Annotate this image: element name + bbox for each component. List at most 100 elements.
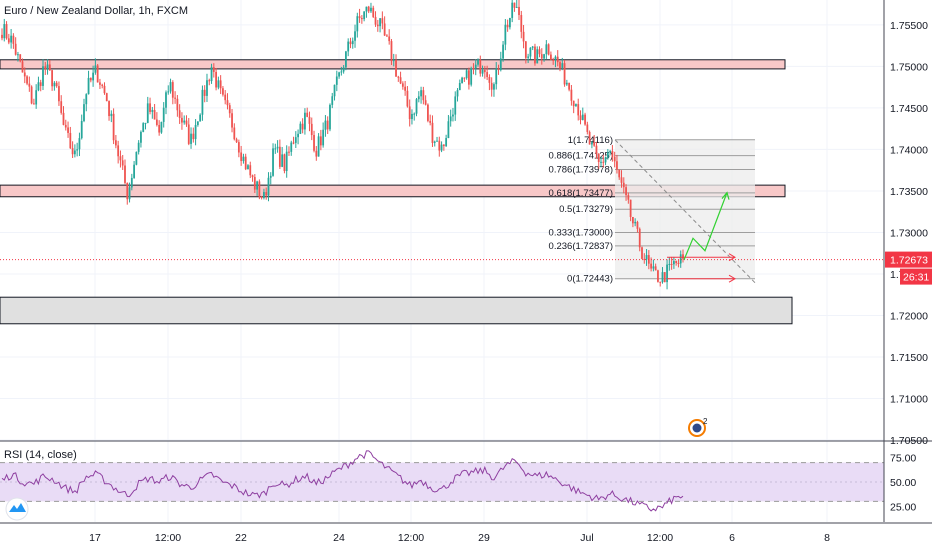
candle-body bbox=[565, 82, 568, 85]
candle-body bbox=[349, 41, 352, 45]
candle-body bbox=[367, 6, 370, 12]
candle-body bbox=[222, 88, 224, 95]
candle-body bbox=[171, 82, 174, 98]
price-tick-label: 1.73000 bbox=[890, 227, 928, 239]
candle-body bbox=[89, 77, 92, 81]
candle-body bbox=[488, 76, 491, 83]
candle-body bbox=[140, 131, 142, 143]
candle-body bbox=[581, 114, 584, 120]
candle-body bbox=[155, 119, 158, 125]
fib-trend-line bbox=[614, 139, 756, 284]
candle-body bbox=[306, 112, 309, 117]
projection-path bbox=[683, 192, 728, 261]
candle-body bbox=[486, 72, 489, 77]
candle-body bbox=[146, 103, 149, 123]
candle-body bbox=[549, 54, 552, 60]
rsi-pane[interactable] bbox=[0, 450, 884, 512]
candle-body bbox=[32, 103, 35, 105]
candle-body bbox=[315, 150, 318, 157]
candle-body bbox=[317, 136, 320, 157]
candle-body bbox=[247, 165, 249, 170]
candle-body bbox=[133, 164, 136, 178]
candle-body bbox=[504, 24, 507, 45]
candle-body bbox=[438, 140, 441, 151]
candle-body bbox=[149, 103, 151, 112]
candle-body bbox=[465, 70, 468, 79]
candle-body bbox=[212, 67, 215, 72]
candle-body bbox=[7, 38, 10, 43]
candle-body bbox=[30, 86, 33, 104]
candle-body bbox=[99, 82, 101, 85]
candle-body bbox=[165, 92, 167, 108]
candle-body bbox=[329, 104, 331, 130]
candle-body bbox=[540, 54, 543, 59]
candle-body bbox=[233, 127, 236, 140]
candle-body bbox=[55, 82, 58, 87]
candle-body bbox=[527, 56, 530, 58]
candle-body bbox=[620, 177, 623, 183]
candle-body bbox=[301, 123, 304, 130]
candle-body bbox=[534, 46, 536, 64]
rsi-line bbox=[1, 450, 684, 512]
candle-body bbox=[283, 154, 286, 172]
candle-body bbox=[506, 24, 509, 28]
candle-body bbox=[575, 104, 577, 107]
candle-body bbox=[631, 216, 634, 224]
candle-body bbox=[616, 161, 618, 170]
candle-body bbox=[483, 69, 486, 73]
time-tick-label: 12:00 bbox=[398, 532, 424, 544]
candle-body bbox=[563, 63, 566, 85]
candle-body bbox=[158, 124, 161, 133]
candle-body bbox=[206, 80, 208, 96]
candle-body bbox=[454, 96, 457, 115]
candle-body bbox=[242, 156, 245, 162]
candle-body bbox=[629, 199, 632, 217]
candle-body bbox=[53, 82, 56, 87]
candle-body bbox=[101, 84, 104, 86]
candle-body bbox=[304, 112, 306, 130]
candle-body bbox=[529, 47, 532, 57]
candle-body bbox=[347, 41, 350, 52]
candle-body bbox=[62, 112, 65, 125]
countdown-tag bbox=[900, 268, 932, 285]
candle-body bbox=[390, 41, 393, 62]
candle-body bbox=[659, 281, 662, 283]
idea-badge[interactable]: 2 bbox=[688, 417, 708, 437]
candle-body bbox=[436, 140, 438, 142]
fib-level-label: 0.786(1.73978) bbox=[549, 165, 613, 176]
time-tick-label: Jul bbox=[580, 532, 593, 544]
candle-body bbox=[356, 16, 359, 32]
candle-body bbox=[19, 54, 22, 62]
candle-body bbox=[365, 6, 368, 12]
candle-body bbox=[595, 145, 598, 155]
candle-body bbox=[392, 60, 395, 62]
rsi-tick-label: 25.00 bbox=[890, 501, 916, 513]
candle-body bbox=[23, 72, 26, 77]
candle-body bbox=[249, 165, 252, 176]
time-tick-label: 17 bbox=[89, 532, 101, 544]
candle-body bbox=[137, 142, 140, 152]
candle-body bbox=[194, 124, 197, 140]
candle-body bbox=[39, 82, 42, 86]
drawing-overlays[interactable] bbox=[0, 191, 884, 283]
candle-body bbox=[395, 60, 397, 77]
candle-body bbox=[292, 142, 295, 144]
candle-body bbox=[479, 59, 482, 74]
candle-body bbox=[28, 83, 31, 87]
candle-body bbox=[94, 65, 97, 73]
candle-body bbox=[14, 43, 17, 55]
rsi-label: RSI (14, close) bbox=[4, 449, 77, 461]
candle-body bbox=[244, 156, 247, 170]
candle-body bbox=[342, 67, 345, 72]
candle-body bbox=[351, 40, 354, 45]
candle-body bbox=[181, 117, 183, 123]
candle-body bbox=[272, 148, 274, 176]
candle-body bbox=[641, 247, 643, 259]
price-tick-label: 1.75500 bbox=[890, 20, 928, 32]
candle-body bbox=[458, 83, 461, 91]
candle-body bbox=[151, 109, 154, 112]
candlestick-series bbox=[1, 0, 684, 290]
countdown-value: 26:31 bbox=[903, 272, 929, 284]
